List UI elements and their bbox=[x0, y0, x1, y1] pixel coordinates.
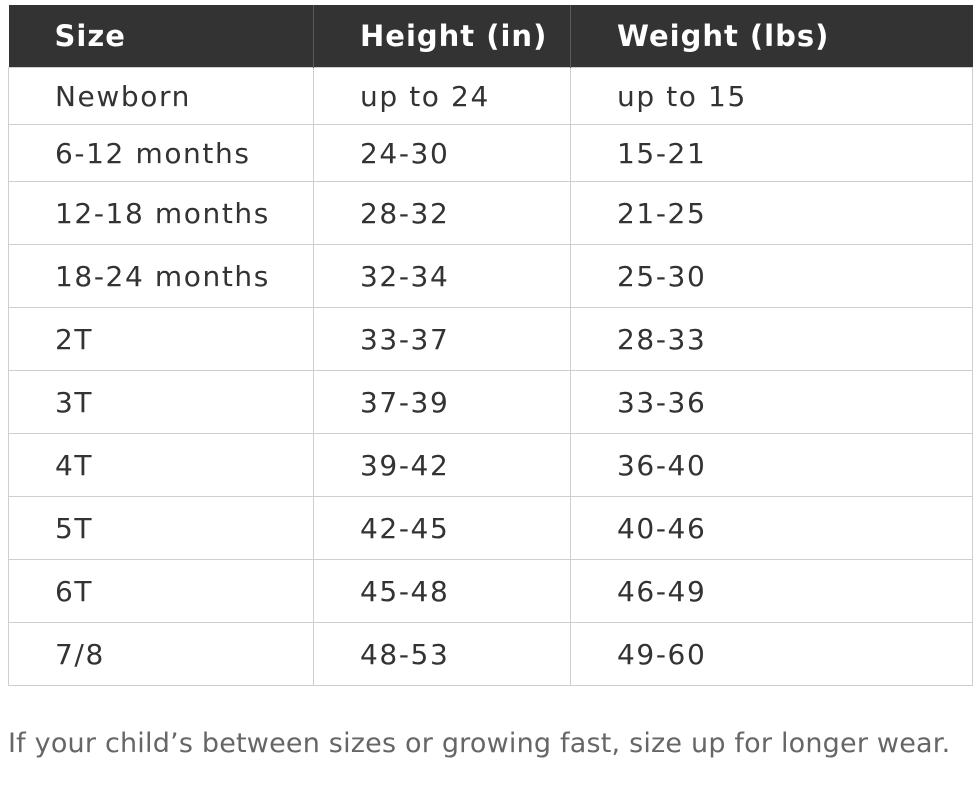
table-row: 2T 33-37 28-33 bbox=[8, 307, 973, 371]
size-cell: 5T bbox=[8, 496, 314, 560]
table-row: Newborn up to 24 up to 15 bbox=[8, 67, 973, 125]
height-cell: 45-48 bbox=[313, 559, 571, 623]
weight-cell: 21-25 bbox=[570, 181, 973, 245]
height-cell: 48-53 bbox=[313, 622, 571, 686]
table-body: Newborn up to 24 up to 15 6-12 months 24… bbox=[8, 67, 973, 686]
weight-cell: up to 15 bbox=[570, 67, 973, 125]
size-cell: 6-12 months bbox=[8, 124, 314, 182]
weight-cell: 40-46 bbox=[570, 496, 973, 560]
header-size: Size bbox=[8, 5, 314, 68]
height-cell: 32-34 bbox=[313, 244, 571, 308]
table-header: Size Height (in) Weight (lbs) bbox=[8, 5, 973, 68]
table-row: 6T 45-48 46-49 bbox=[8, 559, 973, 623]
size-cell: 3T bbox=[8, 370, 314, 434]
weight-cell: 46-49 bbox=[570, 559, 973, 623]
size-cell: 4T bbox=[8, 433, 314, 497]
height-cell: 28-32 bbox=[313, 181, 571, 245]
header-height: Height (in) bbox=[313, 5, 571, 68]
table-row: 3T 37-39 33-36 bbox=[8, 370, 973, 434]
header-row: Size Height (in) Weight (lbs) bbox=[8, 5, 973, 68]
height-cell: 24-30 bbox=[313, 124, 571, 182]
size-cell: Newborn bbox=[8, 67, 314, 125]
height-cell: 37-39 bbox=[313, 370, 571, 434]
weight-cell: 15-21 bbox=[570, 124, 973, 182]
table-row: 5T 42-45 40-46 bbox=[8, 496, 973, 560]
table-row: 7/8 48-53 49-60 bbox=[8, 622, 973, 686]
size-cell: 18-24 months bbox=[8, 244, 314, 308]
size-cell: 12-18 months bbox=[8, 181, 314, 245]
table-row: 12-18 months 28-32 21-25 bbox=[8, 181, 973, 245]
size-cell: 2T bbox=[8, 307, 314, 371]
weight-cell: 33-36 bbox=[570, 370, 973, 434]
weight-cell: 25-30 bbox=[570, 244, 973, 308]
sizing-note: If your child’s between sizes or growing… bbox=[8, 728, 951, 759]
height-cell: 33-37 bbox=[313, 307, 571, 371]
weight-cell: 28-33 bbox=[570, 307, 973, 371]
table-row: 6-12 months 24-30 15-21 bbox=[8, 124, 973, 182]
size-cell: 6T bbox=[8, 559, 314, 623]
weight-cell: 49-60 bbox=[570, 622, 973, 686]
height-cell: 39-42 bbox=[313, 433, 571, 497]
height-cell: up to 24 bbox=[313, 67, 571, 125]
header-weight: Weight (lbs) bbox=[570, 5, 973, 68]
size-cell: 7/8 bbox=[8, 622, 314, 686]
table-row: 4T 39-42 36-40 bbox=[8, 433, 973, 497]
table-row: 18-24 months 32-34 25-30 bbox=[8, 244, 973, 308]
weight-cell: 36-40 bbox=[570, 433, 973, 497]
height-cell: 42-45 bbox=[313, 496, 571, 560]
size-chart-table: Size Height (in) Weight (lbs) Newborn up… bbox=[8, 5, 973, 686]
